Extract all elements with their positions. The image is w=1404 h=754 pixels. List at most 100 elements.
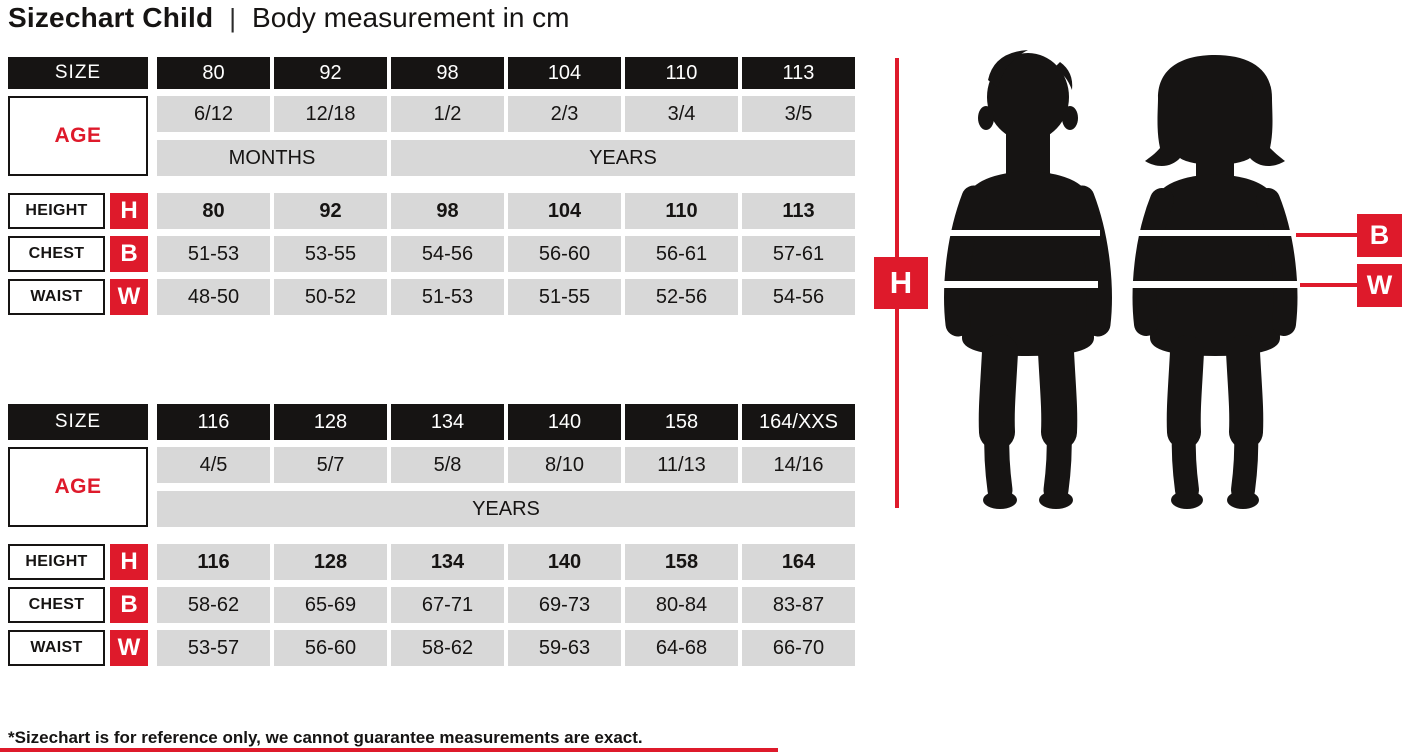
waist-value: 58-62 <box>391 630 504 666</box>
footnote: *Sizechart is for reference only, we can… <box>8 728 643 747</box>
height-value: 128 <box>274 544 387 580</box>
age-value: 5/8 <box>391 447 504 483</box>
height-value: 110 <box>625 193 738 229</box>
chest-value: 57-61 <box>742 236 855 272</box>
age-value: 6/12 <box>157 96 270 132</box>
waist-marker-badge: W <box>110 279 148 315</box>
unit-months: MONTHS <box>157 140 387 176</box>
size-header: SIZE <box>8 57 148 89</box>
chest-label-group: CHEST B <box>8 587 148 623</box>
page-title: Sizechart Child | Body measurement in cm <box>8 2 570 34</box>
age-value: 4/5 <box>157 447 270 483</box>
size-value: 116 <box>157 404 270 440</box>
size-value: 113 <box>742 57 855 89</box>
waist-value: 51-55 <box>508 279 621 315</box>
age-row: 6/12 12/18 1/2 2/3 3/4 3/5 <box>8 96 855 132</box>
chest-label-group: CHEST B <box>8 236 148 272</box>
height-label: HEIGHT <box>8 544 105 580</box>
height-value: 80 <box>157 193 270 229</box>
height-value: 164 <box>742 544 855 580</box>
height-label-group: HEIGHT H <box>8 193 148 229</box>
height-value: 158 <box>625 544 738 580</box>
age-value: 1/2 <box>391 96 504 132</box>
waist-value: 51-53 <box>391 279 504 315</box>
height-value: 98 <box>391 193 504 229</box>
size-value: 104 <box>508 57 621 89</box>
height-label: HEIGHT <box>8 193 105 229</box>
boy-waist-line <box>938 281 1098 288</box>
age-value: 12/18 <box>274 96 387 132</box>
height-figure-badge: H <box>874 257 928 309</box>
chest-pointer-line <box>1296 233 1358 237</box>
height-marker-badge: H <box>110 193 148 229</box>
age-label: AGE <box>54 124 102 147</box>
chest-marker-badge: B <box>110 236 148 272</box>
waist-value: 56-60 <box>274 630 387 666</box>
age-value: 11/13 <box>625 447 738 483</box>
chest-value: 53-55 <box>274 236 387 272</box>
girl-chest-line <box>1126 230 1304 236</box>
height-value: 92 <box>274 193 387 229</box>
size-row: SIZE 116 128 134 140 158 164/XXS <box>8 404 855 440</box>
waist-row: WAIST W 48-50 50-52 51-53 51-55 52-56 54… <box>8 279 855 315</box>
waist-label-group: WAIST W <box>8 630 148 666</box>
chest-value: 65-69 <box>274 587 387 623</box>
waist-figure-badge: W <box>1357 264 1402 307</box>
chest-marker-badge: B <box>110 587 148 623</box>
chest-value: 67-71 <box>391 587 504 623</box>
sizechart-table-baby: SIZE 80 92 98 104 110 113 AGE 6/12 12/18… <box>8 57 855 322</box>
chest-label: CHEST <box>8 236 105 272</box>
boy-silhouette <box>944 50 1112 509</box>
height-row: HEIGHT H 80 92 98 104 110 113 <box>8 193 855 229</box>
chest-row: CHEST B 58-62 65-69 67-71 69-73 80-84 83… <box>8 587 855 623</box>
size-value: 98 <box>391 57 504 89</box>
girl-silhouette <box>1132 55 1298 509</box>
girl-waist-line <box>1128 281 1302 288</box>
title-subtitle: Body measurement in cm <box>252 2 570 33</box>
height-label-group: HEIGHT H <box>8 544 148 580</box>
chest-value: 56-61 <box>625 236 738 272</box>
height-value: 134 <box>391 544 504 580</box>
boy-chest-line <box>936 230 1100 236</box>
waist-value: 53-57 <box>157 630 270 666</box>
footnote-rule <box>0 748 778 752</box>
chest-label: CHEST <box>8 587 105 623</box>
chest-value: 51-53 <box>157 236 270 272</box>
height-value: 113 <box>742 193 855 229</box>
age-value: 2/3 <box>508 96 621 132</box>
size-value: 134 <box>391 404 504 440</box>
title-main: Sizechart Child <box>8 2 214 33</box>
unit-years: YEARS <box>391 140 855 176</box>
waist-value: 64-68 <box>625 630 738 666</box>
size-value: 110 <box>625 57 738 89</box>
waist-label: WAIST <box>8 279 105 315</box>
waist-value: 50-52 <box>274 279 387 315</box>
chest-value: 69-73 <box>508 587 621 623</box>
size-value: 140 <box>508 404 621 440</box>
waist-pointer-line <box>1300 283 1358 287</box>
height-value: 140 <box>508 544 621 580</box>
height-value: 104 <box>508 193 621 229</box>
age-unit-row: MONTHS YEARS <box>8 140 855 176</box>
height-value: 116 <box>157 544 270 580</box>
age-label: AGE <box>54 475 102 498</box>
waist-value: 52-56 <box>625 279 738 315</box>
sizechart-table-kids: SIZE 116 128 134 140 158 164/XXS AGE 4/5… <box>8 404 855 673</box>
waist-value: 54-56 <box>742 279 855 315</box>
waist-value: 48-50 <box>157 279 270 315</box>
age-value: 3/4 <box>625 96 738 132</box>
size-value: 164/XXS <box>742 404 855 440</box>
age-row: 4/5 5/7 5/8 8/10 11/13 14/16 <box>8 447 855 483</box>
age-value: 3/5 <box>742 96 855 132</box>
age-value: 14/16 <box>742 447 855 483</box>
size-value: 80 <box>157 57 270 89</box>
size-row: SIZE 80 92 98 104 110 113 <box>8 57 855 89</box>
chest-figure-badge: B <box>1357 214 1402 257</box>
waist-label-group: WAIST W <box>8 279 148 315</box>
height-marker-badge: H <box>110 544 148 580</box>
age-unit-row: YEARS <box>8 491 855 527</box>
chest-value: 54-56 <box>391 236 504 272</box>
age-label-box: AGE <box>8 96 148 176</box>
body-measurement-figure <box>895 50 1358 509</box>
